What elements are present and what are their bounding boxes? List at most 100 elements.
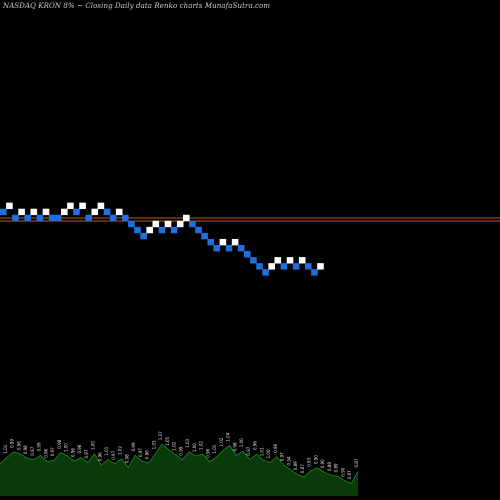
volume-label: 1.01 — [104, 446, 109, 455]
renko-bricks — [0, 202, 324, 276]
volume-label: 0.98 — [232, 442, 237, 451]
brick-down — [201, 232, 208, 240]
brick-down — [256, 263, 263, 270]
volume-label: 1.03 — [151, 440, 156, 449]
brick-down — [189, 220, 196, 228]
brick-down — [292, 263, 300, 270]
brick-up — [18, 208, 25, 216]
brick-down — [36, 214, 44, 222]
volume-label: 1.00 — [192, 443, 197, 452]
brick-up — [30, 208, 38, 216]
brick-down — [195, 226, 202, 234]
volume-label: 1.02 — [172, 441, 177, 450]
brick-down — [85, 214, 92, 222]
brick-down — [280, 263, 288, 270]
brick-up — [268, 263, 275, 270]
brick-up — [274, 257, 282, 264]
volume-label: 0.98 — [77, 444, 82, 453]
volume-label: 0.96 — [43, 448, 48, 457]
brick-up — [67, 202, 74, 210]
volume-label: 0.96 — [145, 450, 150, 459]
brick-down — [213, 245, 221, 252]
volume-label: 1.02 — [219, 437, 224, 446]
volume-label: 0.99 — [37, 442, 42, 451]
brick-down — [158, 226, 166, 234]
brick-up — [286, 257, 294, 264]
volume-label: 1.07 — [158, 431, 163, 440]
volume-label: 1.01 — [259, 447, 264, 456]
brick-down — [48, 214, 56, 222]
brick-down — [311, 269, 318, 276]
volume-label: 1.00 — [91, 441, 96, 450]
volume-label: 0.87 — [354, 458, 359, 467]
brick-up — [6, 202, 13, 210]
brick-up — [231, 238, 239, 246]
volume-label: 0.97 — [50, 447, 55, 456]
volume-label: 0.97 — [280, 452, 285, 461]
brick-up — [42, 208, 50, 216]
volume-label: 0.98 — [124, 454, 129, 463]
volume-label: 1.01 — [3, 444, 8, 453]
brick-down — [225, 245, 233, 252]
volume-label: 0.89 — [334, 463, 339, 472]
brick-down — [134, 226, 141, 234]
brick-up — [79, 202, 86, 210]
brick-down — [54, 214, 62, 222]
level-lines — [0, 217, 500, 222]
volume-edge — [0, 443, 359, 484]
volume-label: 0.96 — [273, 443, 278, 452]
brick-down — [122, 214, 129, 222]
volume-label: 0.90 — [320, 459, 325, 468]
brick-down — [103, 208, 111, 216]
brick-down — [250, 257, 257, 264]
volume-label: 0.99 — [131, 442, 136, 451]
volume-label: 0.97 — [84, 449, 89, 458]
volume-label: 0.93 — [307, 457, 312, 466]
volume-label: 0.87 — [300, 464, 305, 473]
brick-down — [140, 232, 147, 240]
volume-label: 0.96 — [253, 441, 258, 450]
volume-label: 1.03 — [185, 439, 190, 448]
brick-up — [91, 208, 99, 216]
volume-fill — [0, 444, 358, 496]
volume-label: 0.96 — [205, 448, 210, 457]
volume-area — [0, 443, 359, 496]
brick-up — [61, 208, 68, 216]
volume-label: 1.00 — [239, 438, 244, 447]
brick-down — [237, 245, 245, 252]
brick-up — [176, 220, 184, 228]
volume-label: 1.02 — [118, 446, 123, 455]
volume-label: 0.90 — [314, 455, 319, 464]
volume-label: 0.98 — [57, 439, 62, 448]
volume-label: 1.02 — [199, 441, 204, 450]
volume-label: 1.05 — [165, 436, 170, 445]
volume-label: 0.96 — [97, 452, 102, 461]
brick-down — [73, 208, 80, 216]
brick-up — [115, 208, 123, 216]
brick-down — [262, 269, 269, 276]
volume-labels: 0.961.010.990.960.980.970.990.960.970.98… — [0, 431, 359, 480]
volume-label: 0.94 — [287, 456, 292, 465]
brick-down — [170, 226, 178, 234]
brick-down — [244, 251, 251, 258]
volume-label: 0.87 — [347, 470, 352, 479]
brick-down — [24, 214, 31, 222]
volume-label: 0.97 — [246, 446, 251, 455]
volume-label: 0.99 — [178, 446, 183, 455]
brick-up — [317, 263, 324, 270]
volume-label: 0.88 — [327, 462, 332, 471]
brick-up — [298, 257, 306, 264]
brick-down — [128, 220, 135, 228]
volume-label: 0.98 — [23, 445, 28, 454]
volume-label: 0.96 — [16, 441, 21, 450]
brick-down — [0, 208, 7, 216]
brick-down — [109, 214, 117, 222]
volume-label: 1.00 — [64, 443, 69, 452]
brick-down — [305, 263, 312, 270]
volume-label: 0.97 — [111, 450, 116, 459]
volume-label: 0.96 — [70, 448, 75, 457]
volume-label: 0.97 — [138, 448, 143, 457]
brick-up — [183, 214, 190, 222]
volume-label: 1.00 — [266, 449, 271, 458]
